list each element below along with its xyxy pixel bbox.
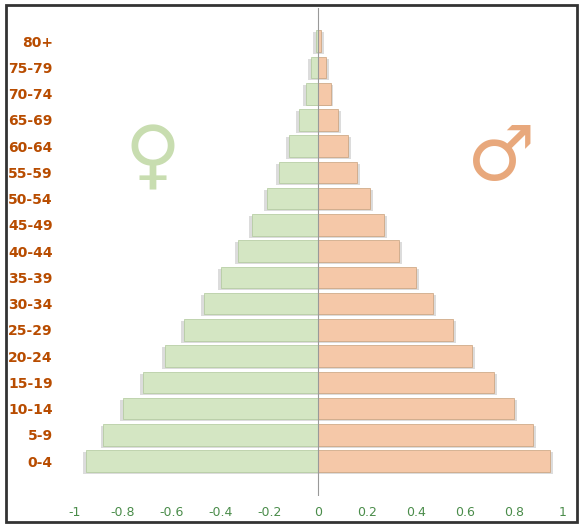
Bar [318,295,436,316]
Bar [252,214,318,236]
Bar [318,83,331,104]
Bar [318,163,360,185]
Bar [184,319,318,341]
Bar [318,216,387,238]
Text: ♀: ♀ [124,122,180,197]
Bar [143,372,318,393]
Bar [318,293,433,315]
Bar [318,240,399,262]
Bar [318,111,341,133]
Bar [120,400,318,421]
Bar [318,321,455,343]
Bar [318,374,497,395]
Bar [250,216,318,238]
Bar [86,451,318,472]
Bar [235,242,318,264]
Bar [318,319,452,341]
Bar [318,190,373,211]
Text: ♂: ♂ [467,122,536,197]
Bar [318,242,402,264]
Bar [318,426,536,447]
Bar [104,424,318,446]
Bar [238,240,318,262]
Bar [286,138,318,159]
Bar [316,31,318,52]
Bar [161,347,318,369]
Bar [318,162,357,183]
Bar [318,347,475,369]
Bar [318,32,324,54]
Bar [318,188,370,210]
Bar [289,135,318,157]
Bar [264,190,318,211]
Bar [221,267,318,288]
Bar [318,138,350,159]
Bar [318,372,494,393]
Bar [318,135,347,157]
Bar [308,58,318,80]
Bar [100,426,318,447]
Bar [318,58,329,80]
Bar [318,398,514,419]
Bar [201,295,318,316]
Bar [139,374,318,395]
Bar [318,452,553,474]
Bar [276,163,318,185]
Bar [164,345,318,367]
Bar [318,400,517,421]
Bar [313,32,318,54]
Bar [296,111,318,133]
Bar [203,293,318,315]
Bar [318,269,419,290]
Bar [217,269,318,290]
Bar [318,214,384,236]
Bar [267,188,318,210]
Bar [123,398,318,419]
Bar [299,109,318,131]
Bar [318,31,321,52]
Bar [318,85,333,106]
Bar [279,162,318,183]
Bar [318,451,550,472]
Bar [306,83,318,104]
Bar [318,424,533,446]
Bar [303,85,318,106]
Bar [83,452,318,474]
Bar [318,267,416,288]
Bar [318,345,472,367]
Bar [318,109,338,131]
Bar [311,57,318,79]
Bar [318,57,326,79]
Bar [181,321,318,343]
